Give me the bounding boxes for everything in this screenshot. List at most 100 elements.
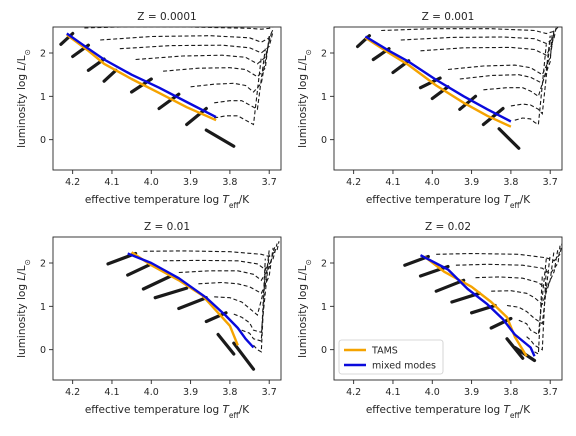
track-6-ms xyxy=(216,332,236,356)
track-4-ms xyxy=(430,85,450,101)
track-4-post-ms xyxy=(506,254,551,325)
track-6-ms xyxy=(481,106,505,127)
y-tick-label: 1 xyxy=(40,92,46,103)
y-axis-label: luminosity log L/L⊙ xyxy=(297,49,313,148)
track-7-ms xyxy=(204,128,236,148)
track-7-post-ms xyxy=(534,275,543,355)
panel-title: Z = 0.02 xyxy=(425,221,471,233)
x-tick-label: 4.1 xyxy=(385,387,400,398)
x-axis-label: effective temperature log Teff/K xyxy=(85,404,250,420)
track-5-post-ms xyxy=(483,35,551,98)
x-tick-label: 4.0 xyxy=(425,177,440,188)
series-tams xyxy=(364,36,512,128)
x-tick-label: 3.8 xyxy=(222,177,237,188)
x-tick-label: 3.9 xyxy=(464,387,479,398)
panel-title: Z = 0.01 xyxy=(144,221,190,233)
y-tick-label: 2 xyxy=(321,259,327,270)
track-1-post-ms xyxy=(400,27,557,45)
track-6-post-ms xyxy=(214,48,266,111)
track-2-post-ms xyxy=(420,29,555,56)
x-tick-label: 3.8 xyxy=(503,177,518,188)
y-axis-label: luminosity log L/L⊙ xyxy=(16,259,32,358)
track-2-post-ms xyxy=(178,245,276,282)
x-tick-label: 4.2 xyxy=(346,177,361,188)
track-1-post-ms xyxy=(455,245,561,275)
legend: TAMS mixed modes xyxy=(338,339,444,375)
y-tick-label: 2 xyxy=(40,259,46,270)
x-tick-label: 3.8 xyxy=(503,387,518,398)
track-1-post-ms xyxy=(100,28,274,43)
track-2-post-ms xyxy=(119,31,274,54)
x-tick-label: 3.8 xyxy=(222,387,237,398)
track-3-post-ms xyxy=(135,33,272,65)
x-tick-label: 4.1 xyxy=(385,177,400,188)
x-tick-label: 3.9 xyxy=(183,387,198,398)
plot-area xyxy=(59,27,274,148)
track-0-post-ms xyxy=(84,27,274,30)
track-4-post-ms xyxy=(459,33,553,85)
track-1-ms xyxy=(126,262,153,277)
track-0-post-ms xyxy=(436,243,562,262)
track-3-ms xyxy=(153,286,189,300)
axes-frame xyxy=(333,236,563,381)
legend-label-mixed-modes: mixed modes xyxy=(372,361,436,372)
panel-z-0.001: Z = 0.001 effective temperature log Teff… xyxy=(297,11,563,210)
series-mixed-modes xyxy=(127,252,255,349)
legend-label-tams: TAMS xyxy=(371,346,398,357)
y-axis-label: luminosity log L/L⊙ xyxy=(16,49,32,148)
x-tick-label: 4.1 xyxy=(104,177,119,188)
y-tick-label: 0 xyxy=(40,345,46,356)
y-tick-label: 1 xyxy=(321,302,327,313)
y-tick-label: 2 xyxy=(40,49,46,60)
panel-title: Z = 0.001 xyxy=(422,11,475,23)
x-axis-label: effective temperature log Teff/K xyxy=(366,404,531,420)
track-4-post-ms xyxy=(214,249,270,316)
x-tick-label: 3.7 xyxy=(543,387,558,398)
y-tick-label: 1 xyxy=(321,92,327,103)
y-tick-label: 2 xyxy=(321,49,327,60)
x-axis-label: effective temperature log Teff/K xyxy=(366,194,531,210)
panel-z-0.02: Z = 0.02 effective temperature log Teff/… xyxy=(297,221,563,420)
axes-frame xyxy=(333,26,563,171)
axes-frame xyxy=(52,236,282,381)
track-6-post-ms xyxy=(526,267,547,351)
x-tick-label: 4.0 xyxy=(144,177,159,188)
x-axis-label: effective temperature log Teff/K xyxy=(85,194,250,210)
axes-frame xyxy=(52,26,282,171)
track-3-post-ms xyxy=(491,249,555,306)
x-tick-label: 4.2 xyxy=(65,387,80,398)
track-2-ms xyxy=(141,274,173,291)
x-tick-label: 3.7 xyxy=(262,387,277,398)
track-3-post-ms xyxy=(447,31,555,76)
series-tams xyxy=(66,33,217,122)
y-axis-label: luminosity log L/L⊙ xyxy=(297,259,313,358)
x-tick-label: 3.7 xyxy=(543,177,558,188)
y-tick-label: 0 xyxy=(321,135,327,146)
plot-area xyxy=(356,27,559,150)
y-tick-label: 0 xyxy=(321,345,327,356)
series-tams xyxy=(423,255,528,357)
x-tick-label: 3.9 xyxy=(183,177,198,188)
x-tick-label: 4.0 xyxy=(144,387,159,398)
track-0-post-ms xyxy=(381,27,559,35)
series-mixed-modes xyxy=(66,32,217,119)
track-5-post-ms xyxy=(190,39,270,93)
panel-title: Z = 0.0001 xyxy=(137,11,196,23)
panel-z-0.0001: Z = 0.0001 effective temperature log Tef… xyxy=(16,11,282,210)
track-7-ms xyxy=(497,127,521,150)
track-6-post-ms xyxy=(241,258,266,342)
track-2-post-ms xyxy=(475,247,559,290)
plot-area xyxy=(106,241,280,371)
x-tick-label: 3.9 xyxy=(464,177,479,188)
track-7-ms xyxy=(232,341,256,371)
track-6-post-ms xyxy=(510,39,551,115)
plot-area xyxy=(403,243,562,363)
panel-z-0.01: Z = 0.01 effective temperature log Teff/… xyxy=(16,221,282,420)
track-7-post-ms xyxy=(214,57,262,126)
x-tick-label: 4.2 xyxy=(346,387,361,398)
y-tick-label: 1 xyxy=(40,302,46,313)
track-5-ms xyxy=(458,94,478,111)
series-mixed-modes xyxy=(364,35,512,123)
series-mixed-modes xyxy=(419,254,536,357)
